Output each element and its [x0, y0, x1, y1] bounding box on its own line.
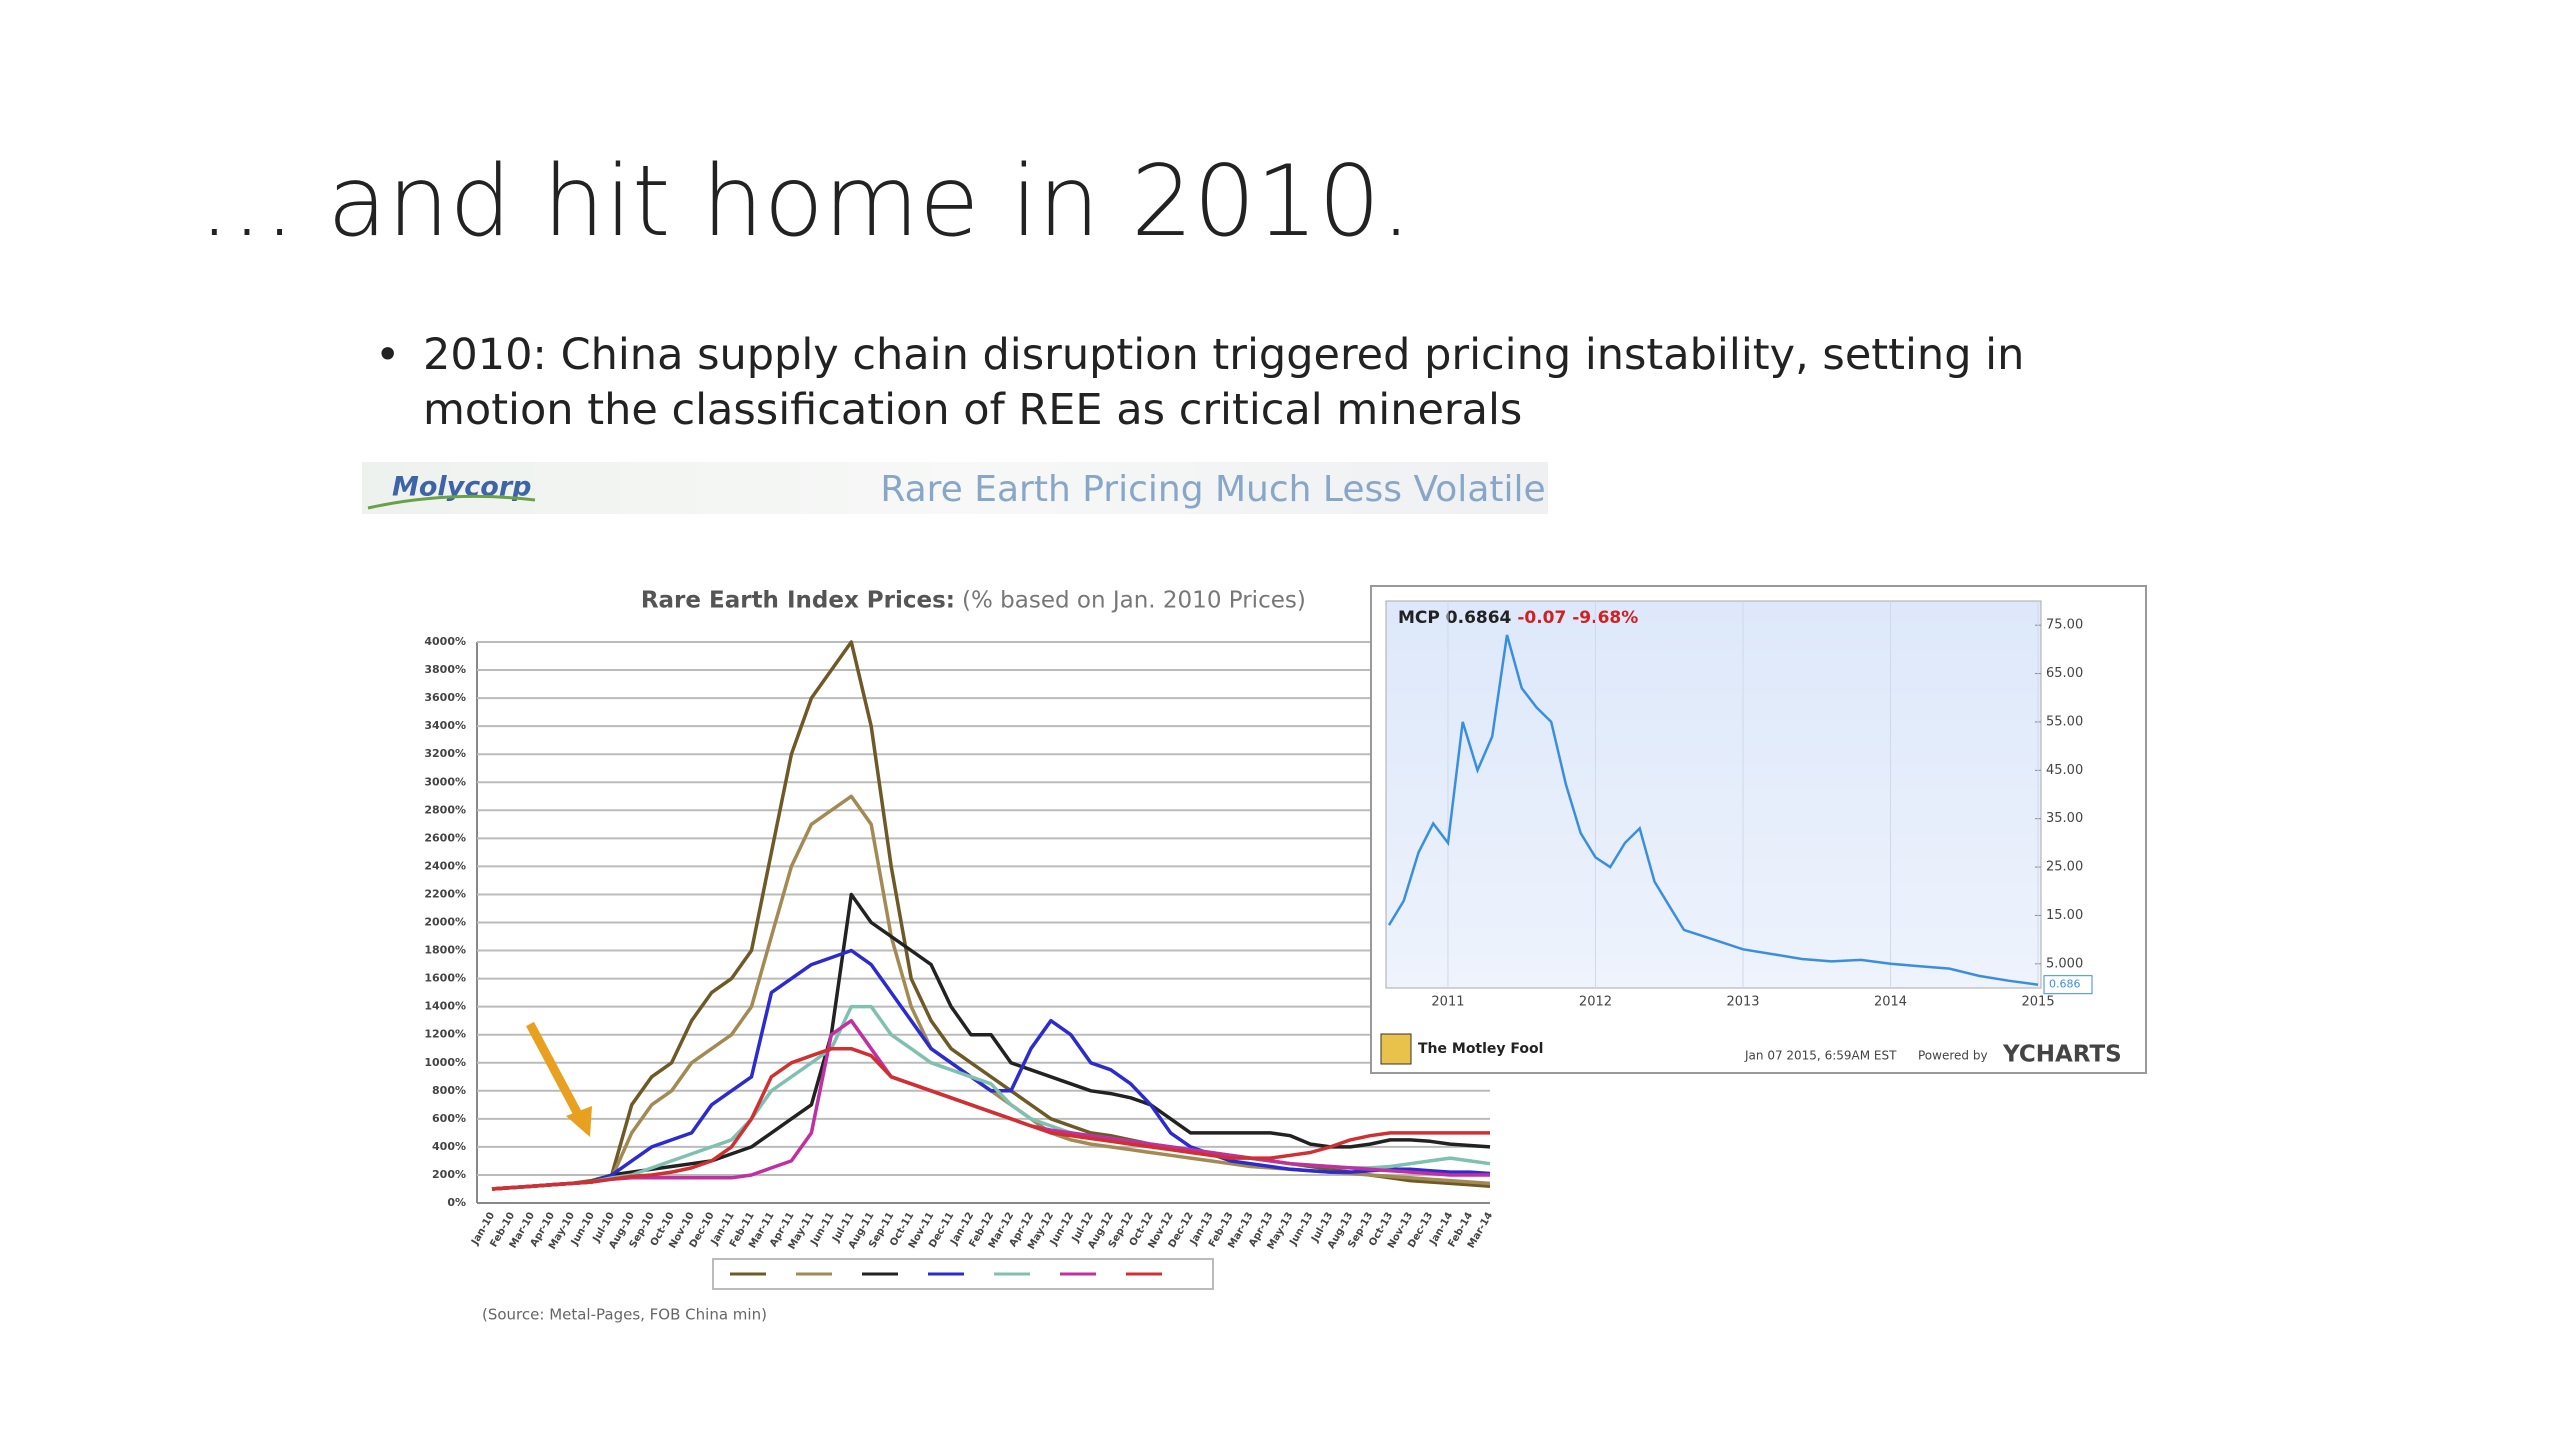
y-tick-label: 400% [432, 1140, 466, 1153]
series-line [491, 948, 1491, 1191]
provider: YCHARTS [2002, 1042, 2122, 1068]
banner-heading: Rare Earth Pricing Much Less Volatile [880, 469, 1545, 510]
brand: The Motley Fool [1418, 1041, 1543, 1057]
y-tick-label: 3800% [424, 663, 466, 676]
x-tick-label: 2011 [1431, 995, 1464, 1010]
y-tick-label: 4000% [424, 635, 466, 648]
ticker: MCP [1398, 608, 1440, 628]
y-tick-label: 25.00 [2046, 860, 2083, 875]
plot-area [1385, 600, 2042, 989]
x-tick-label: 2014 [1874, 995, 1907, 1010]
y-tick-label: 1200% [424, 1028, 466, 1041]
y-tick-label: 35.00 [2046, 811, 2083, 826]
y-tick-label: 2200% [424, 887, 466, 900]
slide-title: … and hit home in 2010. [198, 145, 1412, 259]
series-line [491, 892, 1491, 1191]
y-tick-label: 55.00 [2046, 714, 2083, 729]
y-tick-label: 75.00 [2046, 618, 2083, 633]
x-tick-label: 2012 [1579, 995, 1612, 1010]
y-tick-label: 1000% [424, 1056, 466, 1069]
y-tick-label: 3400% [424, 719, 466, 732]
y-tick-label: 1600% [424, 972, 466, 985]
chart-subtitle: (% based on Jan. 2010 Prices) [962, 588, 1306, 614]
stock-chart: MCP 0.6864 -0.07 -9.68% The Motley Fool … [1370, 585, 2147, 1074]
series-line [491, 1018, 1490, 1191]
y-tick-label: 3000% [424, 775, 466, 788]
series-line [491, 794, 1491, 1191]
quote-header: MCP 0.6864 -0.07 -9.68% [1398, 608, 1638, 628]
y-tick-label: 2400% [424, 859, 466, 872]
y-tick-label: 15.00 [2046, 908, 2083, 923]
y-tick-label: 3200% [424, 747, 466, 760]
price-line [1387, 634, 2039, 986]
x-tick-label: 2015 [2022, 995, 2055, 1010]
y-tick-label: 600% [432, 1112, 466, 1125]
y-tick-label: 3600% [424, 691, 466, 704]
logo-swoosh [367, 494, 536, 510]
price-tag: 0.686 [2049, 978, 2081, 991]
y-tick-label: 2800% [424, 803, 466, 816]
y-tick-label: 5.000 [2046, 956, 2083, 971]
banner [362, 462, 1548, 514]
x-tick-label: 2013 [1726, 995, 1759, 1010]
bullet-text: 2010: China supply chain disruption trig… [375, 328, 2143, 438]
y-tick-label: 200% [432, 1168, 466, 1181]
chart-title: Rare Earth Index Prices: [641, 588, 955, 614]
pointer-arrow [526, 1021, 584, 1121]
change-pct: -9.68% [1572, 608, 1638, 628]
y-tick-label: 1400% [424, 1000, 466, 1013]
y-tick-label: 1800% [424, 944, 466, 957]
pointer-arrowhead [566, 1106, 592, 1137]
powered-by: Powered by [1918, 1049, 1988, 1063]
index-chart: Rare Earth Index Prices: (% based on Jan… [424, 588, 1495, 1324]
change: -0.07 [1517, 608, 1566, 628]
timestamp: Jan 07 2015, 6:59AM EST [1744, 1049, 1897, 1063]
y-tick-label: 2000% [424, 916, 466, 929]
y-tick-label: 2600% [424, 831, 466, 844]
price: 0.6864 [1446, 608, 1512, 628]
series-line [491, 640, 1491, 1191]
y-tick-label: 65.00 [2046, 666, 2083, 681]
source-note: (Source: Metal-Pages, FOB China min) [482, 1306, 767, 1324]
y-tick-label: 800% [432, 1084, 466, 1097]
brand-icon [1380, 1033, 1412, 1065]
price-tag-box [2043, 975, 2093, 995]
y-tick-label: 45.00 [2046, 763, 2083, 778]
series-line [491, 1046, 1490, 1191]
y-tick-label: 0% [447, 1196, 466, 1209]
